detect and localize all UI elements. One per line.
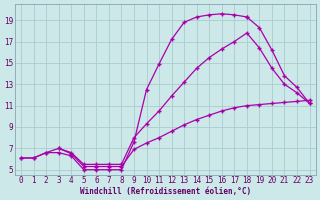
X-axis label: Windchill (Refroidissement éolien,°C): Windchill (Refroidissement éolien,°C): [80, 187, 251, 196]
